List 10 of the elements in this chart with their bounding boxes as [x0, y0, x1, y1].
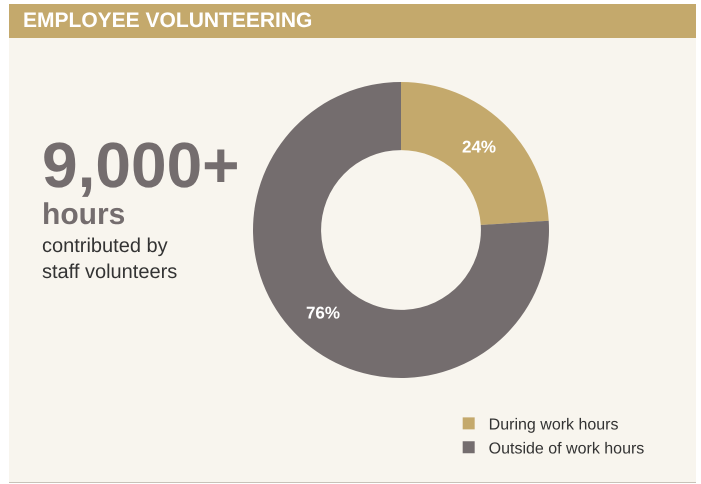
data-label: 76% [306, 304, 340, 323]
text: contributed by staff volunteers [42, 235, 178, 283]
donut-slice [253, 82, 549, 378]
text: hours [42, 198, 126, 231]
data-label: 24% [462, 137, 496, 156]
legend-label: Outside of work hours [488, 440, 644, 458]
legend-label: During work hours [488, 416, 619, 434]
donut-slice [401, 82, 549, 225]
chart-title: EMPLOYEE VOLUNTEERING [9, 4, 696, 38]
text: 9,000+ [42, 129, 240, 201]
